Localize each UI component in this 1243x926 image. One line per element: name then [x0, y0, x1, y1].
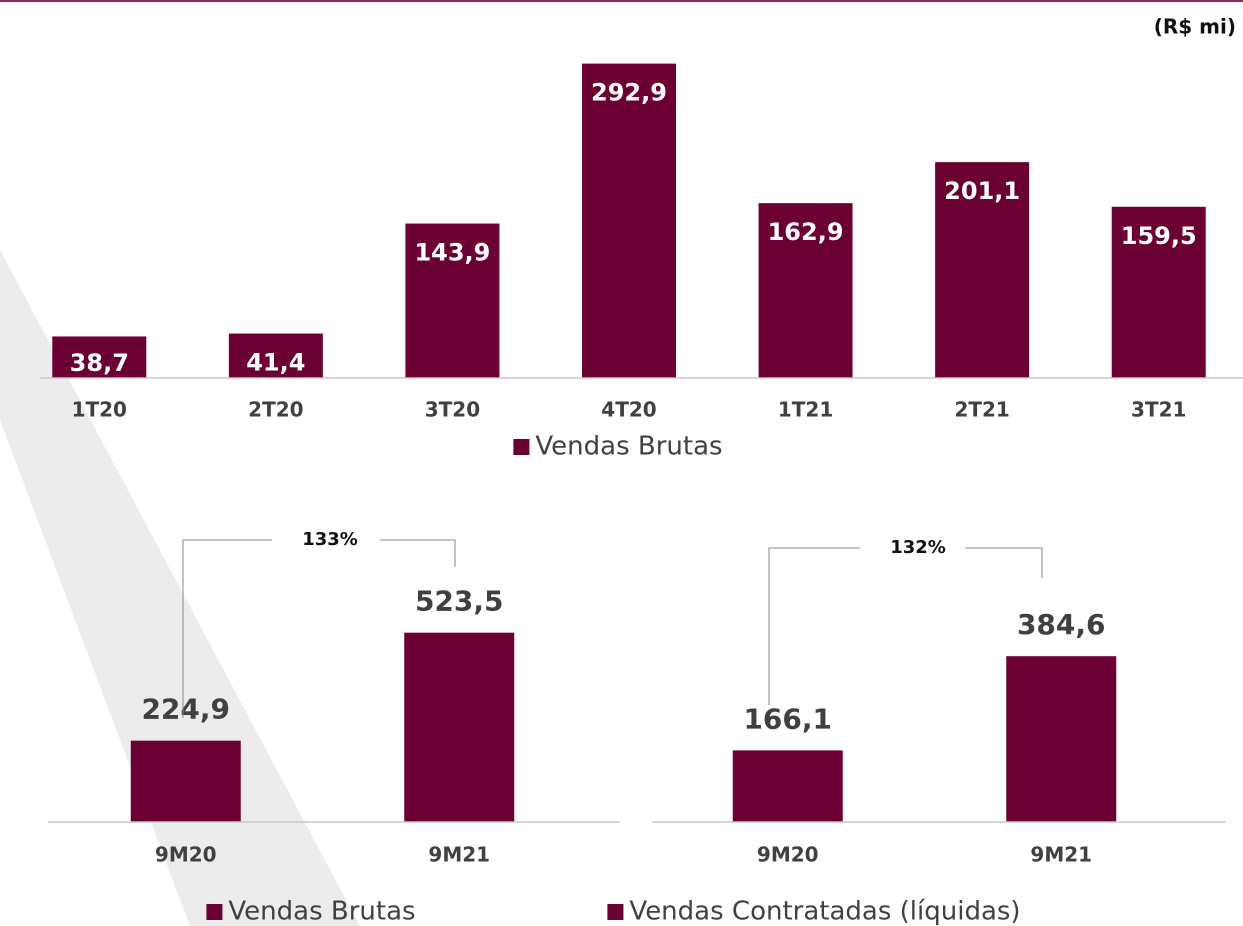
legend-swatch	[206, 904, 223, 920]
legend-swatch	[513, 439, 530, 455]
x-tick-label: 9M20	[757, 843, 819, 867]
bar	[935, 162, 1030, 378]
x-tick-label: 3T21	[1131, 398, 1186, 422]
background-stripe	[0, 250, 360, 926]
data-label: 159,5	[1121, 222, 1197, 250]
x-tick-label: 2T20	[248, 398, 303, 422]
annotation-bracket	[768, 547, 860, 705]
annotation: 133%	[302, 529, 358, 550]
x-tick-label: 9M21	[428, 843, 490, 867]
annotation-bracket	[965, 547, 1043, 578]
x-tick-label: 1T21	[778, 398, 833, 422]
x-tick-label: 1T20	[72, 398, 127, 422]
legend-label: Vendas Brutas	[228, 897, 415, 926]
data-label: 162,9	[768, 218, 844, 246]
bar	[1006, 656, 1117, 822]
data-label: 41,4	[246, 349, 305, 377]
legend-label: Vendas Contratadas (líquidas)	[629, 897, 1020, 926]
bar	[404, 632, 515, 822]
data-label: 201,1	[944, 177, 1020, 205]
data-label: 224,9	[141, 693, 230, 726]
x-tick-label: 9M21	[1030, 843, 1092, 867]
data-label: 292,9	[591, 79, 667, 107]
data-label: 523,5	[415, 585, 504, 618]
legend-label: Vendas Brutas	[535, 432, 722, 462]
x-tick-label: 4T20	[601, 398, 656, 422]
annotation: 132%	[890, 537, 946, 558]
unit-label: (R$ mi)	[1154, 15, 1236, 39]
bar	[582, 63, 676, 378]
data-label: 38,7	[70, 349, 129, 377]
annotation-bracket	[182, 539, 272, 718]
bar	[1111, 206, 1206, 378]
bar	[130, 740, 241, 822]
legend-swatch	[607, 904, 624, 920]
bar	[405, 223, 500, 378]
bar	[52, 336, 147, 378]
bar	[732, 750, 843, 822]
x-tick-label: 2T21	[954, 398, 1009, 422]
annotation-bracket	[380, 539, 456, 567]
bar	[228, 333, 323, 378]
data-label: 166,1	[743, 702, 832, 735]
data-label: 384,6	[1017, 608, 1106, 641]
x-tick-label: 9M20	[155, 843, 217, 867]
data-label: 143,9	[414, 239, 490, 267]
bar	[758, 203, 853, 378]
x-tick-label: 3T20	[425, 398, 480, 422]
